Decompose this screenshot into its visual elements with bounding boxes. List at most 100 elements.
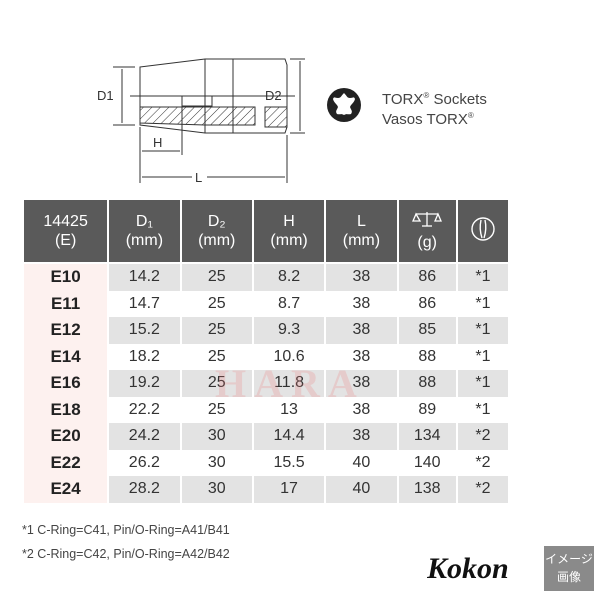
cell-d2: 25 (181, 317, 252, 344)
cell-h: 14.4 (253, 423, 325, 450)
cell-h: 10.6 (273, 347, 305, 365)
cell-weight: 86 (398, 264, 456, 291)
cell-h: 8.7 (277, 294, 301, 312)
cell-d1: 24.2 (109, 423, 180, 450)
torx-star-icon (327, 88, 361, 122)
spec-table: 14425 (E) D₁ (mm) D₂ (mm) H (mm) L (mm) (g) E… (22, 200, 510, 503)
cell-d2: 25 (207, 294, 226, 312)
cell-weight: 134 (398, 423, 456, 450)
torx-line2: Vasos TORX (382, 111, 468, 128)
cell-l: 40 (326, 476, 397, 503)
socket-diagram: D1 D2 H L (97, 58, 305, 185)
cell-d1: 26.2 (128, 453, 160, 471)
table-row: E12 15.2 25 9.3 38 85 *1 (24, 317, 508, 344)
cell-code: E22 (24, 449, 108, 476)
cell-ring: *1 (475, 400, 491, 418)
cell-ring: *1 (475, 347, 491, 365)
footnotes: *1 C-Ring=C41, Pin/O-Ring=A41/B41 *2 C-R… (22, 518, 230, 566)
table-row: E10 14.2 25 8.2 38 86 *1 (24, 264, 508, 291)
table-row: E20 24.2 30 14.4 38 134 *2 (24, 423, 508, 450)
table-row: E16 19.2 25 11.8 38 88 *1 (24, 370, 508, 397)
cell-d2: 30 (181, 476, 252, 503)
cell-h: 11.8 (253, 370, 325, 397)
cell-l: 38 (352, 347, 371, 365)
cell-d1: 14.2 (109, 264, 180, 291)
table-row: E18 22.2 25 13 38 89 *1 (24, 396, 508, 423)
reg-mark: ® (467, 111, 474, 120)
cell-d1: 15.2 (109, 317, 180, 344)
cell-weight: 89 (418, 400, 437, 418)
cell-d2: 25 (181, 370, 252, 397)
cell-d1: 14.7 (128, 294, 160, 312)
d2-label: D2 (265, 88, 282, 103)
cell-l: 38 (326, 423, 397, 450)
reg-mark: ® (423, 91, 430, 100)
table-row: E14 18.2 25 10.6 38 88 *1 (24, 343, 508, 370)
cell-weight: 88 (418, 347, 437, 365)
cell-ring: *2 (457, 476, 508, 503)
cell-code: E24 (24, 476, 108, 503)
table-row: E22 26.2 30 15.5 40 140 *2 (24, 449, 508, 476)
cell-l: 38 (352, 294, 371, 312)
badge-line2: 画像 (556, 570, 581, 584)
col-header-l: L (mm) (326, 200, 397, 264)
cell-d2: 30 (181, 423, 252, 450)
torx-line1-suffix: Sockets (429, 91, 487, 108)
cell-l: 40 (352, 453, 371, 471)
ring-pin-icon (471, 216, 495, 241)
cell-weight: 85 (398, 317, 456, 344)
table-row: E11 14.7 25 8.7 38 86 *1 (24, 290, 508, 317)
cell-h: 13 (280, 400, 298, 418)
l-label: L (195, 170, 202, 185)
cell-ring: *1 (457, 264, 508, 291)
d1-label: D1 (97, 88, 114, 103)
cell-weight: 140 (413, 453, 441, 471)
cell-l: 38 (326, 370, 397, 397)
col-header-ring (457, 200, 508, 264)
col-header-weight: (g) (398, 200, 456, 264)
scale-icon (412, 212, 443, 227)
table-row: E24 28.2 30 17 40 138 *2 (24, 476, 508, 503)
cell-ring: *2 (457, 423, 508, 450)
image-badge: イメージ 画像 (544, 546, 594, 591)
cell-ring: *1 (475, 294, 491, 312)
cell-ring: *2 (475, 453, 491, 471)
cell-h: 15.5 (273, 453, 305, 471)
cell-code: E14 (24, 343, 108, 370)
cell-d2: 25 (207, 400, 226, 418)
cell-weight: 138 (398, 476, 456, 503)
cell-l: 38 (326, 317, 397, 344)
h-label: H (153, 135, 162, 150)
svg-text:Kokon: Kokon (427, 552, 509, 584)
cell-code: E10 (24, 264, 108, 291)
col-header-d2: D₂ (mm) (181, 200, 252, 264)
cell-weight: 88 (398, 370, 456, 397)
cell-h: 9.3 (253, 317, 325, 344)
cell-d2: 30 (207, 453, 226, 471)
cell-d2: 25 (207, 347, 226, 365)
cell-weight: 86 (418, 294, 437, 312)
header-row: 14425 (E) D₁ (mm) D₂ (mm) H (mm) L (mm) (g) (24, 200, 508, 264)
cell-code: E16 (24, 370, 108, 397)
cell-l: 38 (326, 264, 397, 291)
footnote-2: *2 C-Ring=C42, Pin/O-Ring=A42/B42 (22, 547, 230, 561)
footnote-1: *1 C-Ring=C41, Pin/O-Ring=A41/B41 (22, 523, 230, 537)
col-header-code: 14425 (E) (24, 200, 108, 264)
cell-code: E11 (24, 290, 108, 317)
torx-line1: TORX (382, 91, 424, 108)
torx-caption: TORX® Sockets Vasos TORX® (382, 88, 487, 128)
cell-l: 38 (352, 400, 371, 418)
cell-d1: 18.2 (128, 347, 160, 365)
cell-d1: 28.2 (109, 476, 180, 503)
cell-code: E18 (24, 396, 108, 423)
cell-d1: 22.2 (128, 400, 160, 418)
cell-ring: *1 (457, 370, 508, 397)
cell-h: 8.2 (253, 264, 325, 291)
cell-code: E20 (24, 423, 108, 450)
cell-code: E12 (24, 317, 108, 344)
col-header-d1: D₁ (mm) (109, 200, 180, 264)
koken-logo: Kokon (427, 552, 509, 584)
badge-line1: イメージ (545, 552, 593, 566)
cell-d1: 19.2 (109, 370, 180, 397)
cell-ring: *1 (457, 317, 508, 344)
